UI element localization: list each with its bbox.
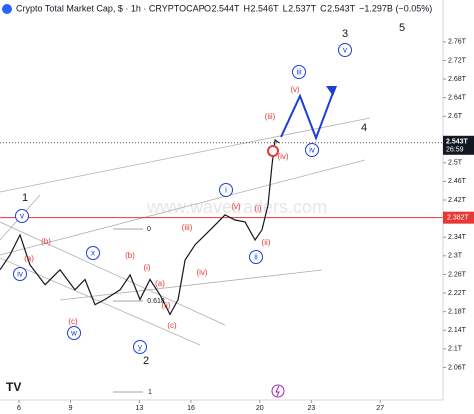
- projection-path: [280, 89, 335, 141]
- quote-value: 2.544T: [212, 3, 241, 13]
- wave-circle: [219, 183, 233, 197]
- wave-circle: [15, 209, 29, 223]
- quote-label: O: [204, 3, 211, 13]
- x-tick-label: 27: [376, 405, 384, 412]
- quote-change: −1.297B (−0.05%): [359, 3, 432, 13]
- price-line: [0, 138, 280, 316]
- logo: TV: [6, 380, 21, 394]
- x-tick-label: 16: [187, 405, 195, 412]
- y-tick-label: 2.26T: [448, 271, 467, 278]
- last-price-badge: [443, 135, 474, 155]
- wave-label: (iii): [182, 223, 193, 232]
- wave-label: (iii): [265, 112, 276, 121]
- y-tick-label: 2.76T: [448, 39, 467, 46]
- x-tick-label: 23: [307, 405, 315, 412]
- wave-label: i: [225, 186, 227, 195]
- quote-value: 2.546T: [251, 3, 280, 13]
- wave-circle: [13, 267, 27, 281]
- wave-label: ii: [254, 253, 258, 262]
- wave-label: (a): [155, 279, 165, 288]
- wave-label: (c): [167, 321, 177, 330]
- wave-label: (i): [254, 204, 261, 213]
- projection-arrow: [326, 86, 337, 96]
- y-tick-label: 2.5T: [448, 160, 463, 167]
- wave-label: (ii): [162, 301, 171, 310]
- quote-label: C: [320, 3, 327, 13]
- wave-label: (b): [41, 237, 51, 246]
- quote-label: H: [244, 3, 251, 13]
- wave-label: (i): [143, 263, 150, 272]
- wave-label: (v): [290, 85, 300, 94]
- wave-label: y: [138, 343, 142, 352]
- wave-circle: [133, 340, 147, 354]
- event-icon[interactable]: [271, 384, 285, 398]
- wave-label: v: [343, 46, 347, 55]
- y-tick-label: 2.1T: [448, 346, 463, 353]
- wave-circle: [292, 65, 306, 79]
- event-glyph: [275, 385, 280, 397]
- y-tick-label: 2.42T: [448, 197, 467, 204]
- wave-label: (b): [125, 251, 135, 260]
- x-tick-label: 9: [69, 405, 73, 412]
- wave-label: iii: [296, 68, 302, 77]
- wave-circle: [249, 250, 263, 264]
- y-tick-label: 2.3T: [448, 253, 463, 260]
- channel-line: [0, 221, 226, 326]
- y-tick-label: 2.34T: [448, 234, 467, 241]
- level-badge: [443, 211, 474, 224]
- wave-label: 1: [22, 192, 28, 204]
- fib-label: 0.618: [147, 298, 165, 305]
- y-tick-label: 2.06T: [448, 364, 467, 371]
- y-tick-label: 2.18T: [448, 308, 467, 315]
- wave-circle: [86, 246, 100, 260]
- quote-value: 2.543T: [327, 3, 356, 13]
- y-tick-label: 2.6T: [448, 113, 463, 120]
- wave-label: x: [91, 249, 95, 258]
- wave-label: 2: [143, 355, 149, 367]
- wave-label: 3: [342, 28, 348, 40]
- quote-label: L: [283, 3, 288, 13]
- alert-icon[interactable]: [267, 145, 279, 157]
- y-tick-label: 2.68T: [448, 76, 467, 83]
- wave-label: (iv): [196, 268, 207, 277]
- y-tick-label: 2.46T: [448, 178, 467, 185]
- last-price-label: 2.543T: [446, 139, 469, 146]
- wave-label: (iv): [277, 152, 288, 161]
- wave-label: iv: [17, 270, 23, 279]
- quote-value: 2.537T: [288, 3, 317, 13]
- x-tick-label: 13: [135, 405, 143, 412]
- wave-label: v: [20, 212, 24, 221]
- fib-label: 0: [147, 226, 151, 233]
- wave-label: 4: [361, 122, 367, 134]
- fib-label: 1: [148, 389, 152, 396]
- symbol-title: Crypto Total Market Cap, $ · 1h · CRYPTO…: [16, 3, 205, 13]
- y-tick-label: 2.72T: [448, 57, 467, 64]
- wave-label: (c): [68, 317, 78, 326]
- y-tick-label: 2.14T: [448, 327, 467, 334]
- wave-label: (a): [24, 254, 34, 263]
- channel-line: [59, 269, 323, 301]
- wave-circle: [338, 43, 352, 57]
- countdown: 26:59: [446, 147, 464, 154]
- wave-circle: [67, 326, 81, 340]
- level-label: 2.382T: [447, 215, 470, 222]
- wave-label: (v): [231, 202, 241, 211]
- wave-label: iv: [309, 146, 315, 155]
- wave-label: w: [70, 329, 77, 338]
- symbol-icon: [2, 4, 12, 14]
- x-tick-label: 20: [256, 405, 264, 412]
- y-tick-label: 2.22T: [448, 290, 467, 297]
- channel-line: [0, 117, 371, 193]
- channel-line: [0, 159, 366, 256]
- x-tick-label: 6: [17, 405, 21, 412]
- wave-label: (ii): [262, 238, 271, 247]
- y-tick-label: 2.64T: [448, 95, 467, 102]
- wave-label: 5: [399, 22, 405, 34]
- wave-circle: [305, 143, 319, 157]
- watermark: www.wavetraders.com: [146, 197, 327, 217]
